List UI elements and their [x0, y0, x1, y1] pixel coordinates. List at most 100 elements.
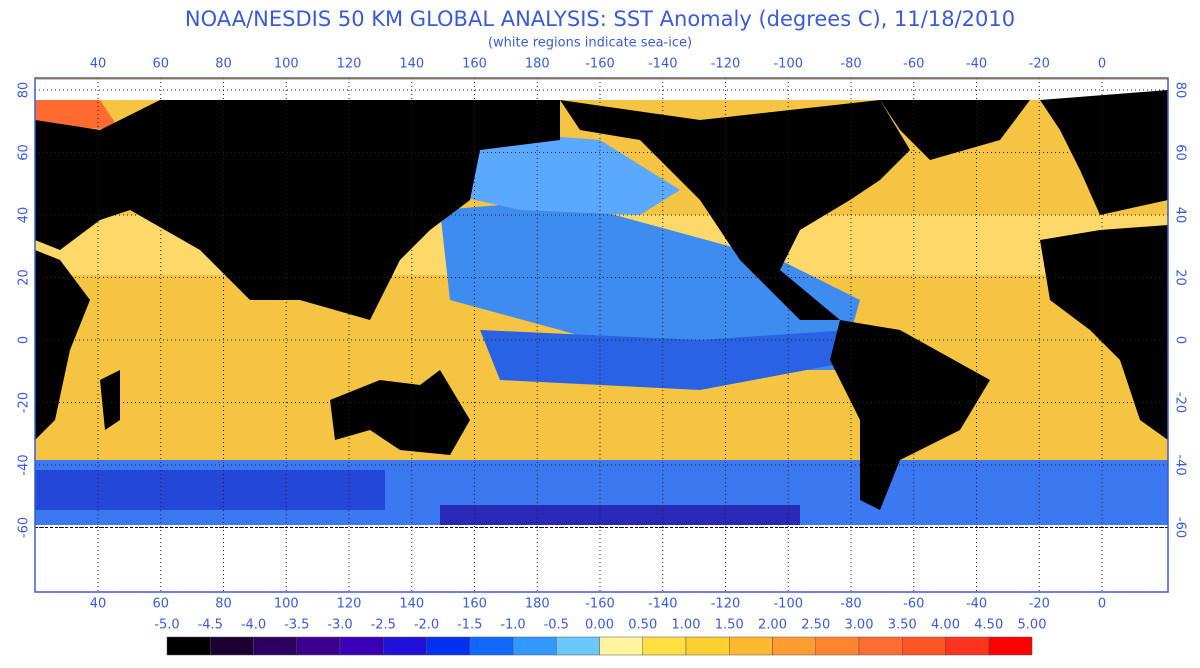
cold-equator — [480, 330, 860, 390]
colorbar-swatch — [166, 636, 211, 656]
north-america — [560, 100, 910, 320]
grid — [35, 78, 1168, 592]
lon-label-bottom: -60 — [903, 597, 924, 612]
lat-label-left: 40 — [17, 207, 32, 224]
cold-pacific — [440, 200, 860, 370]
lat-label-left: -60 — [17, 517, 32, 538]
colorbar-swatch — [599, 636, 643, 656]
map-frame — [34, 77, 1169, 593]
subtitle: (white regions indicate sea-ice) — [488, 36, 692, 51]
colorbar-swatch — [685, 636, 730, 656]
lon-label-bottom: 160 — [462, 597, 487, 612]
colorbar-label: -3.0 — [327, 618, 352, 633]
lon-label-bottom: -160 — [585, 597, 615, 612]
lon-label-bottom: 100 — [274, 597, 299, 612]
lat-label-right: 60 — [1173, 144, 1188, 161]
lon-label-bottom: -80 — [840, 597, 861, 612]
colorbar-swatch — [512, 636, 557, 656]
lon-label-top: 120 — [337, 57, 362, 72]
lon-label-bottom: -20 — [1029, 597, 1050, 612]
colorbar-label: 3.00 — [845, 618, 874, 633]
lon-label-top: 40 — [90, 57, 107, 72]
lon-label-bottom: -140 — [648, 597, 678, 612]
ross-cold — [440, 505, 800, 525]
colorbar-swatch — [988, 636, 1033, 656]
colorbar-label: -1.5 — [457, 618, 482, 633]
cold-north-pacific — [430, 130, 680, 215]
lat-label-left: 0 — [17, 336, 32, 344]
lat-label-right: -60 — [1173, 517, 1188, 538]
lat-label-left: 80 — [17, 82, 32, 99]
lon-label-bottom: -40 — [966, 597, 987, 612]
colorbar-label: 2.00 — [758, 618, 787, 633]
lon-label-top: 140 — [399, 57, 424, 72]
colorbar-swatch — [642, 636, 687, 656]
axis-labels: 40 40 60 60 80 80 100 100 120 120 140 140 160 160 180 1… — [17, 57, 1188, 612]
colorbar-swatch — [426, 636, 470, 656]
lat-label-right: 20 — [1173, 269, 1188, 286]
lon-label-top: -80 — [840, 57, 861, 72]
colorbar-swatch — [210, 636, 254, 656]
colorbar-label: 4.50 — [974, 618, 1003, 633]
colorbar-swatch — [772, 636, 816, 656]
lon-label-bottom: 180 — [525, 597, 550, 612]
lat-label-right: -40 — [1173, 454, 1188, 475]
barents-warm — [35, 100, 120, 130]
colorbar-label: 5.00 — [1018, 618, 1047, 633]
colorbar-label: -0.5 — [544, 618, 569, 633]
colorbar-label: -1.0 — [500, 618, 525, 633]
africa-west — [1040, 225, 1168, 440]
colorbar-swatch — [556, 636, 600, 656]
lon-label-bottom: 40 — [90, 597, 107, 612]
lon-label-top: 100 — [274, 57, 299, 72]
southern-ocean-cold — [35, 470, 385, 510]
lon-label-top: -140 — [648, 57, 678, 72]
lat-label-right: 40 — [1173, 207, 1188, 224]
lon-label-top: -120 — [711, 57, 741, 72]
lon-label-top: -60 — [903, 57, 924, 72]
lon-label-top: -160 — [585, 57, 615, 72]
colorbar-swatch — [902, 636, 946, 656]
colorbar-label: -2.5 — [371, 618, 396, 633]
colorbar-label: 2.50 — [801, 618, 830, 633]
colorbar-label: 4.00 — [931, 618, 960, 633]
colorbar-label: -4.5 — [198, 618, 223, 633]
madagascar — [100, 370, 120, 430]
lon-label-top: 80 — [215, 57, 232, 72]
lon-label-top: -40 — [966, 57, 987, 72]
colorbar-label: 0.50 — [628, 618, 657, 633]
lat-label-left: 20 — [17, 269, 32, 286]
lon-label-bottom: -100 — [773, 597, 803, 612]
lat-label-right: -20 — [1173, 392, 1188, 413]
colorbar-swatch — [296, 636, 341, 656]
colorbar-swatch — [339, 636, 384, 656]
lon-label-top: 180 — [525, 57, 550, 72]
colorbar-swatch — [729, 636, 773, 656]
colorbar-label: -5.0 — [154, 618, 179, 633]
lon-label-bottom: 60 — [152, 597, 169, 612]
lat-label-left: -40 — [17, 454, 32, 475]
lon-label-bottom: 120 — [337, 597, 362, 612]
colorbar: -5.0 -4.5 -4.0 -3.5 -3.0 -2.5 -2.0 -1.5 -1.0 -0.5… — [154, 618, 1046, 656]
colorbar-swatch — [945, 636, 989, 656]
lon-label-bottom: 80 — [215, 597, 232, 612]
colorbar-label: 3.50 — [888, 618, 917, 633]
arctic-ice — [35, 80, 1168, 100]
lat-label-right: 80 — [1173, 82, 1188, 99]
eurasia — [35, 100, 560, 320]
colorbar-label: 1.00 — [672, 618, 701, 633]
colorbar-swatch — [815, 636, 860, 656]
africa-east — [35, 250, 90, 440]
lon-label-bottom: -120 — [711, 597, 741, 612]
colorbar-label: 1.50 — [715, 618, 744, 633]
colorbar-swatch — [383, 636, 427, 656]
colorbar-label: -4.0 — [241, 618, 266, 633]
lon-label-bottom: 140 — [399, 597, 424, 612]
map — [34, 77, 1169, 593]
lon-label-top: 160 — [462, 57, 487, 72]
colorbar-swatch — [858, 636, 903, 656]
south-america — [830, 320, 990, 510]
colorbar-label: -3.5 — [284, 618, 309, 633]
australia — [330, 370, 470, 455]
